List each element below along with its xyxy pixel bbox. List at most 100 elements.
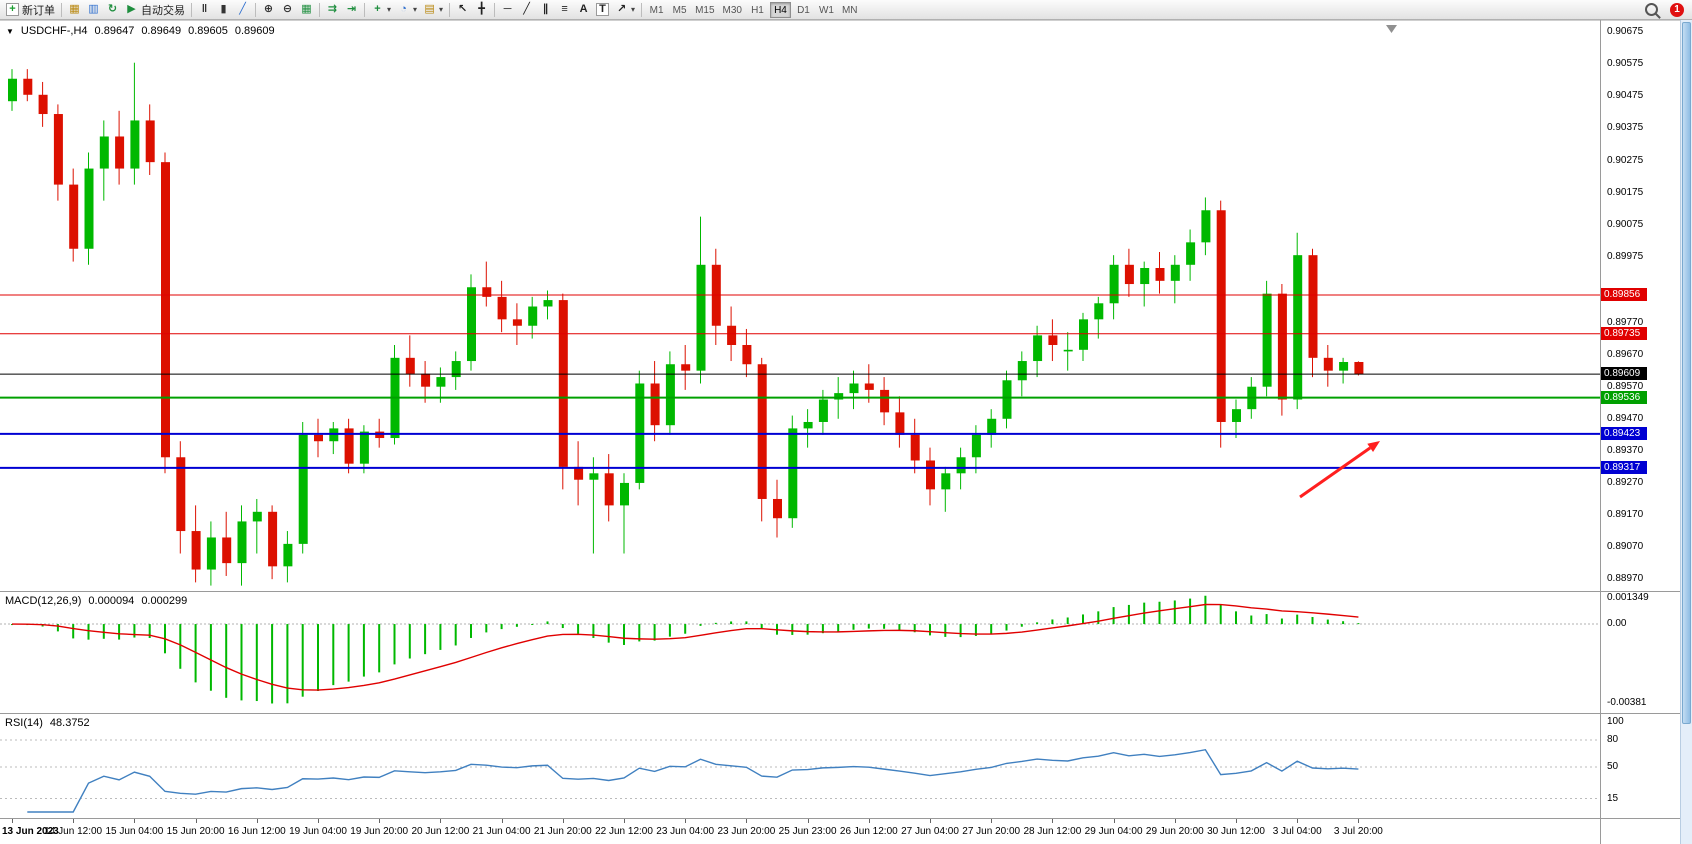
autotrade-button[interactable]: ▶ 自动交易 — [122, 1, 188, 18]
macd-histogram-bar — [485, 624, 488, 633]
rsi-label: RSI(14) 48.3752 — [5, 717, 90, 729]
bar-chart-button[interactable]: ‖ — [195, 1, 214, 18]
macd-histogram-bar — [852, 624, 855, 630]
tile-windows-button[interactable]: ▦ — [297, 1, 316, 18]
price-tick: 0.89570 — [1607, 380, 1644, 392]
time-tick — [1174, 819, 1176, 823]
time-label: 15 Jun 04:00 — [105, 826, 164, 837]
macd-panel[interactable]: MACD(12,26,9) 0.000094 0.000299 — [0, 591, 1600, 713]
timeframe-m15-button[interactable]: M15 — [692, 2, 717, 18]
trendline-button[interactable]: ╱ — [517, 1, 536, 18]
price-tick: 0.89170 — [1607, 509, 1644, 520]
auto-scroll-button[interactable]: ⇉ — [323, 1, 342, 18]
rsi-axis[interactable]: 100 80 50 15 — [1601, 713, 1680, 818]
arrow-annotation-head[interactable] — [1367, 441, 1380, 452]
text-label-button[interactable]: T — [593, 1, 612, 18]
new-order-button[interactable]: + 新订单 — [3, 1, 58, 18]
time-label: 21 Jun 04:00 — [472, 826, 531, 837]
timeframe-m30-button[interactable]: M30 — [720, 2, 745, 18]
time-tick — [318, 819, 319, 823]
macd-histogram-bar — [1082, 614, 1084, 625]
horizontal-line-button[interactable]: ─ — [498, 1, 517, 18]
timeframe-d1-button[interactable]: D1 — [793, 2, 814, 18]
time-tick — [1297, 819, 1299, 823]
zoom-in-button[interactable]: ⊕ — [259, 1, 278, 18]
periods-button[interactable]: ◔ ▾ — [394, 1, 420, 18]
chart-shift-button[interactable]: ⇥ — [342, 1, 361, 18]
macd-histogram-bar — [500, 624, 503, 630]
candle-body — [665, 364, 675, 426]
timeframe-mn-button[interactable]: MN — [839, 2, 861, 18]
vertical-scrollbar[interactable] — [1680, 20, 1692, 844]
charts-window-button[interactable]: ▦ — [65, 1, 84, 18]
macd-histogram-bar — [1265, 614, 1268, 625]
candle-body — [1293, 255, 1303, 400]
macd-histogram-bar — [148, 624, 151, 638]
price-axis-column[interactable]: 0.90675 0.90575 0.90475 0.90375 0.90275 0.901… — [1600, 20, 1680, 844]
time-label: 16 Jun 12:00 — [227, 826, 286, 837]
macd-axis[interactable]: 0.001349 0.00 -0.00381 — [1601, 591, 1680, 713]
price-tick: 0.88970 — [1607, 573, 1644, 585]
line-chart-button[interactable]: ╱ — [233, 1, 252, 18]
macd-histogram-bar — [1219, 604, 1222, 625]
timeframe-h4-button[interactable]: H4 — [769, 1, 791, 18]
notification-badge[interactable]: 1 — [1670, 2, 1684, 17]
macd-histogram-bar — [1020, 624, 1023, 627]
text-icon: A — [579, 3, 588, 15]
candle-body — [130, 120, 140, 169]
equidistant-channel-button[interactable]: ∥ — [536, 1, 555, 18]
timeframe-w1-button[interactable]: W1 — [816, 2, 837, 18]
macd-histogram-bar — [1280, 618, 1283, 625]
candle-body — [956, 457, 966, 474]
candle-body — [1186, 242, 1196, 265]
timeframe-h1-button[interactable]: H1 — [747, 2, 768, 18]
toolbar-separator — [319, 2, 320, 17]
arrows-button[interactable]: ↗ ▾ — [612, 1, 638, 18]
text-button[interactable]: A — [574, 1, 593, 18]
time-label: 23 Jun 04:00 — [656, 826, 715, 837]
macd-tick: 0.00 — [1607, 618, 1627, 630]
time-axis[interactable]: 13 Jun 2023 14 Jun 12:00 15 Jun 04:00 15 Ju… — [0, 818, 1600, 844]
candle-body — [268, 511, 278, 567]
macd-tick: -0.00381 — [1607, 696, 1647, 708]
macd-histogram-bar — [898, 624, 901, 631]
cursor-button[interactable]: ↖ — [453, 1, 472, 18]
crosshair-button[interactable]: ╋ — [472, 1, 491, 18]
indicators-button[interactable]: + ▾ — [368, 1, 394, 18]
templates-button[interactable]: ▤ ▾ — [420, 1, 446, 18]
time-tick — [868, 819, 870, 823]
price-axis[interactable]: 0.90675 0.90575 0.90475 0.90375 0.90275 0.901… — [1601, 20, 1680, 591]
macd-histogram-bar — [240, 624, 243, 701]
candlestick-chart-button[interactable]: ▮ — [214, 1, 233, 18]
candle-body — [298, 434, 308, 544]
cursor-icon: ↖ — [457, 3, 468, 15]
arrow-annotation[interactable] — [1299, 446, 1372, 499]
zoom-out-button[interactable]: ⊖ — [278, 1, 297, 18]
search-button[interactable] — [1642, 1, 1665, 18]
refresh-button[interactable]: ↻ — [103, 1, 122, 18]
rsi-tick: 80 — [1607, 734, 1619, 745]
candle-body — [818, 399, 828, 422]
candlestick-chart — [0, 25, 1600, 586]
candle-body — [1002, 380, 1012, 419]
macd-main-value: 0.000094 — [88, 595, 135, 607]
scrollbar-thumb[interactable] — [1682, 22, 1691, 724]
price-chart-panel[interactable]: ▼ USDCHF-,H4 0.89647 0.89649 0.89605 0.8… — [0, 20, 1600, 591]
toolbar-separator — [449, 2, 451, 17]
price-tick: 0.89070 — [1607, 541, 1644, 553]
candle-body — [834, 393, 844, 400]
profiles-button[interactable]: ▥ — [84, 1, 103, 18]
timeframe-m5-button[interactable]: M5 — [669, 2, 690, 18]
macd-histogram-bar — [118, 624, 121, 640]
candle-body — [405, 357, 415, 374]
macd-histogram-bar — [546, 621, 549, 625]
candle-body — [206, 537, 216, 570]
macd-histogram-bar — [408, 624, 411, 659]
macd-histogram-bar — [944, 624, 947, 637]
rsi-panel[interactable]: RSI(14) 48.3752 — [0, 713, 1600, 818]
timeframe-m1-button[interactable]: M1 — [646, 2, 667, 18]
candle-body — [252, 511, 262, 522]
chart-shift-marker[interactable] — [1386, 25, 1397, 33]
candle-body — [604, 473, 614, 506]
fibonacci-button[interactable]: ≡ — [555, 1, 574, 18]
